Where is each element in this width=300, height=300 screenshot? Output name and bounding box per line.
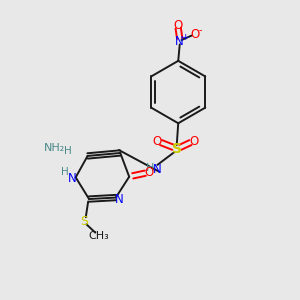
Text: O: O xyxy=(189,135,199,148)
Text: NH₂: NH₂ xyxy=(44,142,65,153)
Text: N: N xyxy=(153,163,162,176)
Text: CH₃: CH₃ xyxy=(88,231,109,241)
Text: S: S xyxy=(172,142,182,155)
Text: N: N xyxy=(68,172,76,185)
Text: O: O xyxy=(174,19,183,32)
Text: O: O xyxy=(153,135,162,148)
Text: +: + xyxy=(181,33,189,42)
Text: O: O xyxy=(190,28,199,40)
Text: H: H xyxy=(61,167,68,177)
Text: H: H xyxy=(146,163,154,173)
Text: S: S xyxy=(81,215,88,228)
Text: N: N xyxy=(175,35,184,48)
Text: N: N xyxy=(115,193,124,206)
Text: H: H xyxy=(64,146,72,156)
Text: -: - xyxy=(198,26,202,35)
Text: O: O xyxy=(145,166,154,179)
